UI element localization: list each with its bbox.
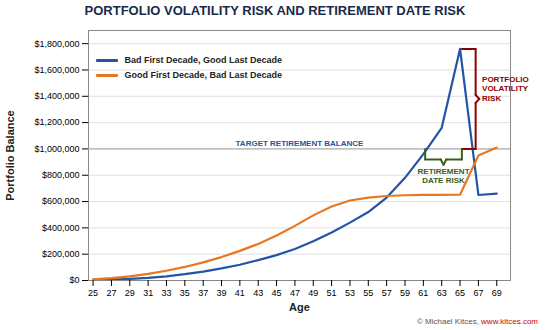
svg-text:45: 45	[272, 288, 282, 298]
svg-text:$1,400,000: $1,400,000	[34, 91, 79, 101]
svg-text:PORTFOLIOVOLATILITYRISK: PORTFOLIOVOLATILITYRISK	[482, 75, 529, 103]
svg-text:$1,200,000: $1,200,000	[34, 117, 79, 127]
svg-text:59: 59	[400, 288, 410, 298]
svg-text:Portfolio Balance: Portfolio Balance	[4, 110, 16, 200]
svg-text:51: 51	[327, 288, 337, 298]
svg-text:37: 37	[198, 288, 208, 298]
svg-text:29: 29	[125, 288, 135, 298]
svg-text:49: 49	[308, 288, 318, 298]
svg-text:TARGET RETIREMENT BALANCE: TARGET RETIREMENT BALANCE	[236, 139, 365, 148]
svg-text:35: 35	[180, 288, 190, 298]
svg-text:53: 53	[345, 288, 355, 298]
svg-text:43: 43	[253, 288, 263, 298]
svg-text:$1,600,000: $1,600,000	[34, 65, 79, 75]
svg-text:33: 33	[161, 288, 171, 298]
html-text:© Michael Kitces, www.kitces.c: © Michael Kitces, www.kitces.com	[417, 317, 538, 326]
html-text:PORTFOLIO VOLATILITY RISK AND: PORTFOLIO VOLATILITY RISK AND RETIREMENT…	[84, 3, 466, 18]
svg-text:Age: Age	[289, 301, 310, 313]
svg-text:$1,000,000: $1,000,000	[34, 144, 79, 154]
svg-text:$1,800,000: $1,800,000	[34, 39, 79, 49]
svg-text:61: 61	[418, 288, 428, 298]
svg-text:55: 55	[363, 288, 373, 298]
svg-text:69: 69	[492, 288, 502, 298]
svg-text:57: 57	[382, 288, 392, 298]
svg-text:RETIREMENTDATE RISK: RETIREMENTDATE RISK	[418, 167, 470, 186]
svg-text:$400,000: $400,000	[42, 223, 80, 233]
svg-text:$200,000: $200,000	[42, 249, 80, 259]
svg-text:$800,000: $800,000	[42, 170, 80, 180]
svg-text:65: 65	[455, 288, 465, 298]
svg-text:67: 67	[473, 288, 483, 298]
svg-text:41: 41	[235, 288, 245, 298]
svg-text:$0: $0	[69, 275, 79, 285]
svg-text:27: 27	[106, 288, 116, 298]
svg-text:$600,000: $600,000	[42, 196, 80, 206]
svg-text:39: 39	[217, 288, 227, 298]
svg-text:47: 47	[290, 288, 300, 298]
svg-text:63: 63	[437, 288, 447, 298]
svg-text:25: 25	[88, 288, 98, 298]
html-text:Bad First Decade, Good Last De: Bad First Decade, Good Last Decade	[124, 55, 282, 65]
svg-text:31: 31	[143, 288, 153, 298]
html-text:Good First Decade, Bad Last De: Good First Decade, Bad Last Decade	[124, 70, 282, 80]
